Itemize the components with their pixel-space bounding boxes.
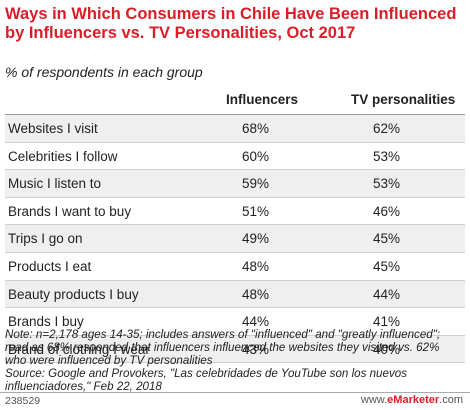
influencers-value: 68%: [242, 121, 270, 136]
tv-personalities-value: 45%: [373, 258, 401, 274]
table-row: Brands I buy 44% 41%: [5, 308, 465, 336]
chart-subtitle: % of respondents in each group: [5, 64, 203, 80]
row-label: Brands I want to buy: [8, 203, 132, 219]
table-row: Brands I want to buy 51% 46%: [5, 198, 465, 226]
table-row: Products I eat 48% 45%: [5, 253, 465, 281]
tv-personalities-value: 45%: [373, 231, 401, 247]
table-row: Celebrities I follow 60% 53%: [5, 143, 465, 171]
table-header: Influencers TV personalities: [5, 86, 465, 115]
influencers-value: 49%: [242, 231, 270, 247]
table-row: Beauty products I buy 48% 44%: [5, 280, 465, 309]
tv-personalities-value: 44%: [373, 286, 401, 302]
row-label: Celebrities I follow: [8, 148, 118, 164]
tv-personalities-value: 46%: [373, 203, 401, 219]
table-row: Music I listen to 59% 53%: [5, 170, 465, 198]
tv-personalities-value: 53%: [373, 148, 401, 164]
influencers-value: 59%: [242, 176, 270, 192]
tv-personalities-value: 62%: [373, 121, 401, 136]
row-label: Trips I go on: [8, 231, 83, 247]
influencers-value: 44%: [242, 314, 270, 330]
influencers-value: 48%: [242, 286, 270, 302]
data-table: Influencers TV personalities Websites I …: [5, 86, 465, 364]
table-row: Websites I visit 68% 62%: [5, 115, 465, 143]
footer-divider: [0, 392, 470, 393]
brand-logo: www.eMarketer.com: [361, 394, 463, 406]
influencers-value: 60%: [242, 148, 270, 164]
tv-personalities-value: 53%: [373, 176, 401, 192]
column-header-tv-personalities: TV personalities: [351, 92, 456, 107]
row-label: Brands I buy: [8, 314, 84, 330]
influencers-value: 43%: [242, 341, 270, 357]
brand-suffix: .com: [439, 394, 463, 406]
row-label: Brand of clothing I wear: [8, 341, 150, 357]
tv-personalities-value: 40%: [373, 341, 401, 357]
column-header-influencers: Influencers: [226, 92, 299, 107]
table-body: Websites I visit 68% 62% Celebrities I foll…: [5, 115, 465, 364]
row-label: Beauty products I buy: [8, 286, 139, 302]
table-row: Brand of clothing I wear 43% 40%: [5, 335, 465, 364]
influencers-value: 51%: [242, 203, 270, 219]
note-text: Note: n=2,178 ages 14-35; includes answe…: [5, 328, 441, 367]
influencers-value: 48%: [242, 258, 270, 274]
tv-personalities-value: 41%: [373, 314, 401, 330]
brand-prefix: www.: [360, 394, 388, 406]
brand-name: eMarketer: [387, 394, 440, 406]
row-label: Websites I visit: [8, 121, 98, 136]
chart-id: 238529: [5, 395, 41, 407]
row-label: Music I listen to: [8, 176, 102, 192]
row-label: Products I eat: [8, 258, 92, 274]
chart-footnote: Note: n=2,178 ages 14-35; includes answe…: [5, 328, 463, 393]
source-text: Source: Google and Provokers, "Las celeb…: [5, 367, 407, 393]
chart-title: Ways in Which Consumers in Chile Have Be…: [5, 5, 457, 42]
table-row: Trips I go on 49% 45%: [5, 225, 465, 253]
